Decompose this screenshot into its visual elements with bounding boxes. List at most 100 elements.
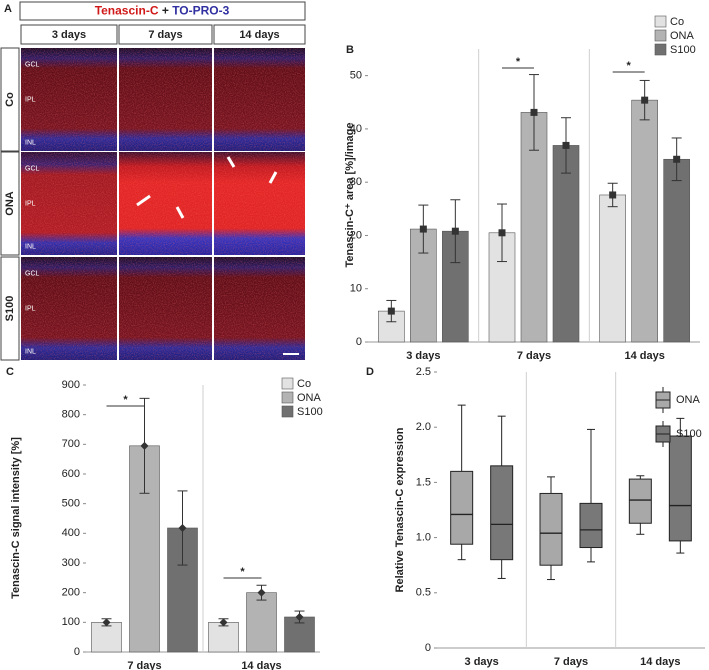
micrograph-texture: [119, 152, 212, 255]
y-tick-label: 300: [62, 557, 80, 569]
x-tick-label: 7 days: [554, 656, 588, 668]
bar: [631, 99, 658, 343]
panel-label: B: [346, 44, 354, 56]
bar: [663, 158, 690, 343]
marker: [609, 191, 617, 199]
arrow: [136, 194, 151, 207]
column-header: 3 days: [52, 29, 86, 41]
y-tick-label: 500: [62, 498, 80, 510]
x-tick-label: 3 days: [406, 350, 440, 362]
legend-label: ONA: [670, 30, 695, 42]
bar: [246, 592, 277, 653]
column-header-box: [20, 24, 118, 45]
micrograph-texture: [214, 152, 305, 255]
micrograph-texture: [214, 48, 305, 151]
legend-swatch: [654, 43, 667, 56]
y-tick-label: 40: [350, 123, 362, 135]
x-tick-label: 14 days: [241, 660, 281, 670]
significance-star: *: [123, 394, 128, 406]
y-tick-label: 400: [62, 527, 80, 539]
title-part: TO-PRO-3: [172, 4, 229, 18]
y-tick-label: 20: [350, 229, 362, 241]
micrograph-texture: [119, 48, 212, 151]
y-tick-label: 900: [62, 379, 80, 391]
layer-label: GCL: [25, 165, 40, 172]
layer-label: GCL: [25, 61, 40, 68]
marker: [102, 618, 111, 627]
x-tick-label: 3 days: [465, 656, 499, 668]
layer-label: GCL: [25, 270, 40, 277]
y-tick-label: 30: [350, 176, 362, 188]
marker: [673, 155, 681, 163]
legend-label: S100: [297, 406, 323, 418]
legend-swatch: [654, 29, 667, 42]
arrow: [226, 156, 236, 168]
column-header-box: [118, 24, 213, 45]
row-header-box: [0, 256, 20, 361]
y-axis-label: Relative Tenascin-C expression: [394, 427, 406, 592]
legend-label: S100: [670, 44, 696, 56]
y-tick-label: 0: [425, 642, 431, 654]
box: [579, 502, 603, 549]
significance-star: *: [516, 56, 521, 68]
marker: [641, 96, 649, 104]
layer-label: IPL: [25, 96, 36, 103]
row-header: S100: [4, 296, 16, 322]
panel-a-title: Tenascin-C + TO-PRO-3: [95, 4, 230, 18]
layer-label: IPL: [25, 200, 36, 207]
header-box: [19, 1, 306, 21]
row-header: ONA: [4, 191, 16, 216]
bar: [91, 622, 122, 653]
title-part: +: [162, 4, 169, 18]
x-tick-label: 14 days: [624, 350, 664, 362]
marker: [387, 307, 395, 315]
x-tick-label: 7 days: [517, 350, 551, 362]
y-tick-label: 2.5: [416, 366, 431, 378]
y-tick-label: 2.0: [416, 421, 431, 433]
legend-swatch: [654, 15, 667, 28]
layer-label: INL: [25, 140, 36, 147]
y-tick-label: 50: [350, 70, 362, 82]
x-tick-label: 14 days: [640, 656, 680, 668]
micrograph-texture: [21, 257, 117, 360]
box: [539, 492, 563, 566]
significance-star: *: [240, 566, 245, 578]
bar: [599, 194, 626, 343]
marker: [419, 225, 427, 233]
arrow: [175, 206, 185, 219]
column-header-box: [213, 24, 306, 45]
box: [450, 470, 474, 545]
micrograph-texture: [21, 48, 117, 151]
row-header-box: [0, 47, 20, 152]
column-header: 7 days: [148, 29, 182, 41]
y-tick-label: 800: [62, 409, 80, 421]
marker: [219, 618, 228, 627]
column-header: 14 days: [239, 29, 279, 41]
marker: [562, 141, 570, 149]
marker: [140, 441, 149, 450]
y-tick-label: 0.5: [416, 587, 431, 599]
y-axis-label: Tenascin-C signal intensity [%]: [10, 437, 22, 599]
layer-label: INL: [25, 244, 36, 251]
legend-swatch: [281, 377, 294, 390]
arrow: [268, 171, 278, 184]
layer-label: IPL: [25, 305, 36, 312]
y-tick-label: 1.0: [416, 532, 431, 544]
legend-label: Co: [297, 378, 311, 390]
box: [490, 465, 514, 561]
significance-star: *: [627, 60, 632, 72]
y-tick-label: 100: [62, 616, 80, 628]
panel-a: A Tenascin-C + TO-PRO-3: [4, 1, 306, 21]
marker: [530, 108, 538, 116]
box: [668, 435, 692, 542]
title-part: Tenascin-C: [95, 4, 159, 18]
micrograph-texture: [214, 257, 305, 360]
legend-label: Co: [670, 16, 684, 28]
y-axis-label: Tenascin-C⁺ area [%]/image: [344, 123, 356, 268]
micrograph-texture: [21, 152, 117, 255]
panel-label: D: [366, 366, 374, 378]
marker: [498, 229, 506, 237]
row-header: Co: [4, 92, 16, 107]
legend-swatch: [281, 391, 294, 404]
y-tick-label: 10: [350, 283, 362, 295]
